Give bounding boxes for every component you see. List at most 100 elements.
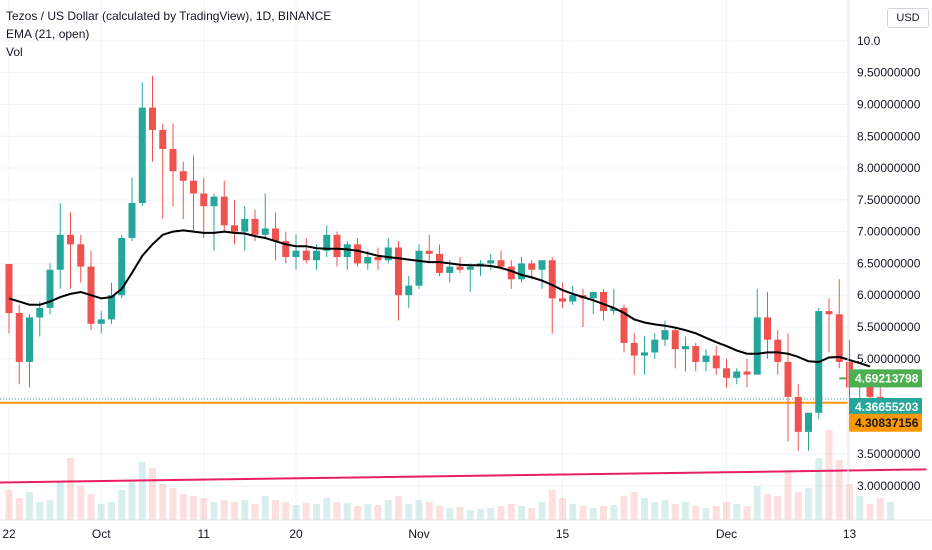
volume-bar <box>764 494 771 520</box>
candle-body <box>169 148 177 172</box>
candle-body <box>610 307 618 312</box>
candle-body <box>723 368 730 378</box>
trendline[interactable] <box>0 468 927 484</box>
price-tick-label: 9.50000000 <box>857 66 921 80</box>
candle-body <box>302 250 310 261</box>
candle-body <box>282 241 290 258</box>
time-tick-label: 13 <box>843 527 857 541</box>
volume-bar <box>169 488 177 520</box>
volume-bar <box>415 500 423 520</box>
volume-bar <box>405 504 413 520</box>
volume-bar <box>876 498 884 520</box>
candle-body <box>528 263 536 270</box>
volume-bar <box>251 504 259 520</box>
price-tick-label: 8.50000000 <box>857 129 921 143</box>
candle-body <box>190 180 197 194</box>
volume-bar <box>384 500 392 520</box>
chart-legend: Tezos / US Dollar (calculated by Trading… <box>6 7 331 61</box>
ema-path <box>8 229 871 368</box>
candle-body <box>620 307 628 343</box>
resistance-price-box <box>849 369 922 388</box>
candle-body <box>866 381 874 397</box>
volume-bar <box>343 503 351 520</box>
volume-bar <box>323 498 331 520</box>
symbol-title[interactable]: Tezos / US Dollar (calculated by Trading… <box>6 9 332 23</box>
time-tick-label: 15 <box>556 527 570 541</box>
candle-body <box>354 244 361 264</box>
volume-bar <box>487 508 495 520</box>
volume-bar <box>231 502 238 520</box>
last-price-label: 4.36655203 <box>855 400 919 414</box>
volume-bar <box>179 494 187 520</box>
volume-bar <box>794 492 802 520</box>
volume-bar <box>354 506 361 520</box>
volume-bar <box>733 504 741 520</box>
candle-body <box>251 218 259 235</box>
candle-body <box>179 171 187 181</box>
volume-bar <box>26 492 33 520</box>
volume-bar <box>67 458 74 520</box>
time-tick-label: Nov <box>408 527 429 541</box>
candle-body <box>630 342 638 356</box>
volume-bar <box>149 468 156 520</box>
last-price-box <box>849 398 922 417</box>
volume-bar <box>128 480 136 520</box>
candle-body <box>805 412 812 432</box>
volume-bar <box>477 509 484 520</box>
volume-bar <box>272 500 279 520</box>
candle-body <box>456 266 464 270</box>
volume-bar <box>774 496 782 520</box>
candle-body <box>507 266 515 280</box>
candle-body <box>784 361 792 397</box>
volume-bar <box>292 505 300 520</box>
candle-body <box>548 260 556 299</box>
volume-bar <box>159 484 167 520</box>
volume-bar <box>456 507 464 520</box>
volume-bar <box>77 486 85 520</box>
volume-bar <box>784 472 792 520</box>
price-tick-label: 3.00000000 <box>857 479 921 493</box>
volume-legend[interactable]: Vol <box>6 45 23 59</box>
candle-body <box>15 313 23 362</box>
volume-bar <box>395 496 402 520</box>
candle-body <box>589 292 597 299</box>
candle-body <box>36 307 44 318</box>
candle-body <box>5 264 13 313</box>
volume-bar <box>661 500 669 520</box>
volume-bar <box>600 506 607 520</box>
candle-body <box>600 292 607 312</box>
candle-body <box>538 260 546 270</box>
candle-body <box>466 266 474 270</box>
candle-body <box>384 247 392 261</box>
horizontal-levels[interactable] <box>0 377 848 404</box>
volume-bar <box>579 506 587 520</box>
currency-button[interactable]: USD <box>887 8 929 28</box>
volume-bar <box>620 496 628 520</box>
candle-body <box>364 257 372 264</box>
candle-body <box>733 371 741 378</box>
volume-bar <box>630 492 638 520</box>
price-tick-label: 5.50000000 <box>857 320 921 334</box>
volume-bar <box>712 506 720 520</box>
candle-body <box>651 339 659 353</box>
candle-body <box>374 257 382 261</box>
volume-bar <box>56 482 64 520</box>
volume-bar <box>282 502 290 520</box>
candle-body <box>395 247 402 296</box>
volume-bar <box>692 506 700 520</box>
candle-body <box>743 371 751 375</box>
volume-bar <box>671 504 679 520</box>
volume-bar <box>313 504 320 520</box>
candle-body <box>313 250 320 261</box>
candle-body <box>692 346 700 362</box>
candle-body <box>764 317 771 340</box>
candle-body <box>241 218 249 232</box>
volume-bar <box>261 496 269 520</box>
ema-legend[interactable]: EMA (21, open) <box>6 27 90 41</box>
volume-bar <box>87 494 95 520</box>
candle-body <box>46 269 54 308</box>
volume-bar <box>866 504 874 520</box>
time-tick-label: Dec <box>716 527 737 541</box>
candle-body <box>794 396 802 432</box>
